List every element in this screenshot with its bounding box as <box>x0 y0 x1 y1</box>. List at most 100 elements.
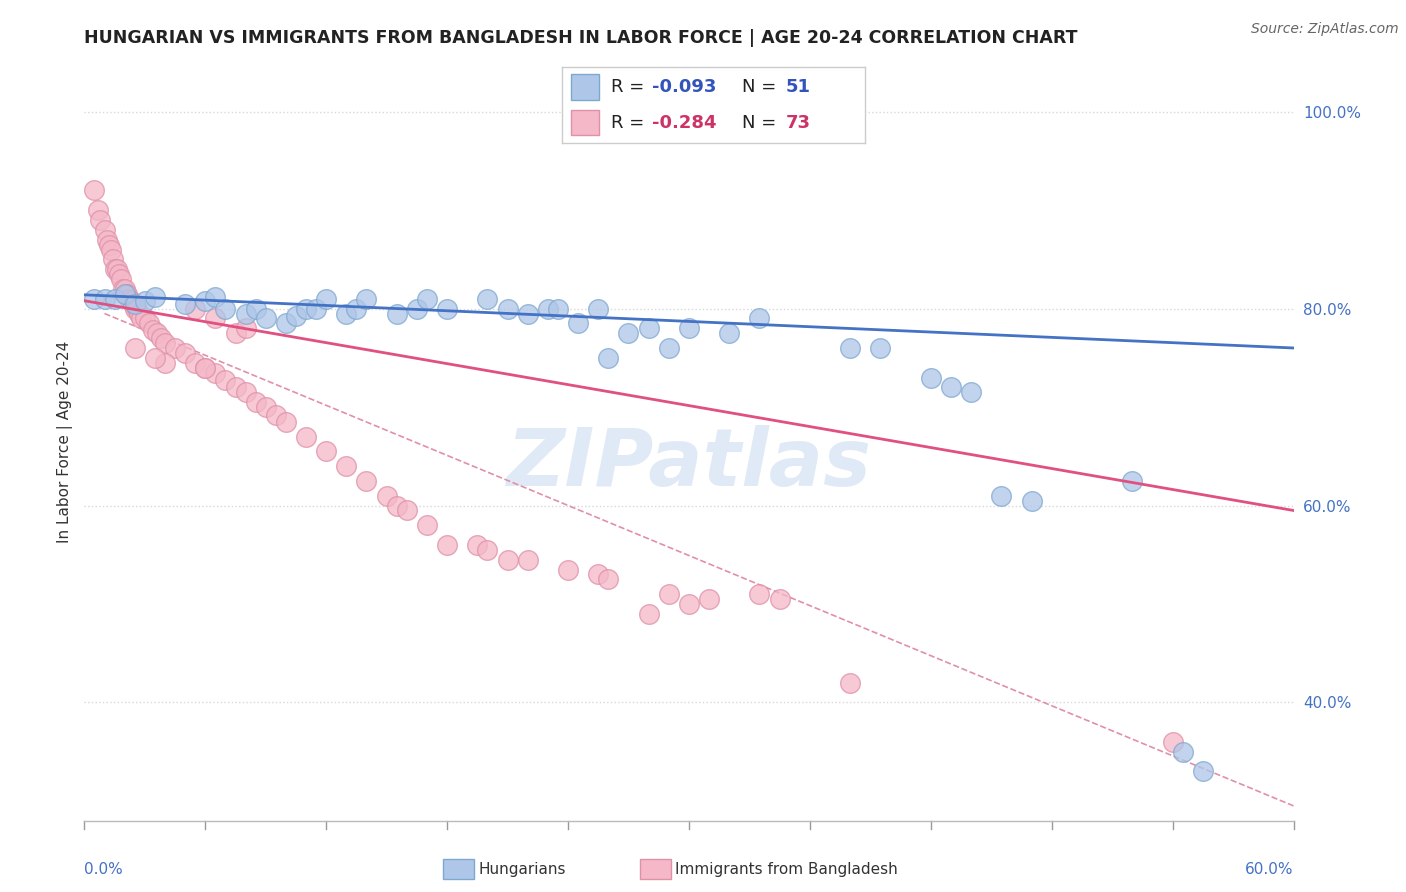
Point <box>839 675 862 690</box>
Point <box>245 301 267 316</box>
Point <box>214 301 236 316</box>
Text: N =: N = <box>742 113 782 132</box>
Text: 0.0%: 0.0% <box>84 862 124 877</box>
Point <box>547 301 569 316</box>
Point <box>153 356 176 370</box>
Point <box>184 301 207 316</box>
Point <box>235 321 257 335</box>
Point <box>416 292 439 306</box>
Text: 51: 51 <box>786 78 811 96</box>
FancyBboxPatch shape <box>571 110 599 136</box>
Point <box>567 317 589 331</box>
Point <box>264 408 287 422</box>
Point <box>214 372 236 386</box>
Point <box>104 262 127 277</box>
Point <box>120 293 142 308</box>
Point <box>124 301 146 316</box>
Point <box>436 538 458 552</box>
Point <box>416 518 439 533</box>
Point <box>516 552 538 566</box>
Text: Hungarians: Hungarians <box>478 863 565 877</box>
Point <box>204 290 226 304</box>
Point <box>194 360 217 375</box>
Point <box>658 341 681 355</box>
Point <box>124 296 146 310</box>
Point <box>598 573 620 587</box>
Point <box>115 286 138 301</box>
Point <box>939 380 962 394</box>
Point <box>138 317 160 331</box>
Point <box>1121 474 1143 488</box>
Text: -0.093: -0.093 <box>651 78 716 96</box>
Text: Source: ZipAtlas.com: Source: ZipAtlas.com <box>1251 22 1399 37</box>
Point <box>105 262 128 277</box>
Point <box>718 326 741 341</box>
Point <box>274 317 297 331</box>
Point <box>748 311 770 326</box>
FancyBboxPatch shape <box>571 75 599 100</box>
Point <box>143 290 166 304</box>
Point <box>436 301 458 316</box>
Point <box>588 301 610 316</box>
Point <box>697 592 720 607</box>
Point <box>477 542 499 557</box>
Point <box>1021 493 1043 508</box>
Point <box>97 237 120 252</box>
Point <box>107 267 129 281</box>
Point <box>114 282 136 296</box>
Text: -0.284: -0.284 <box>651 113 716 132</box>
Point <box>104 292 127 306</box>
Point <box>295 301 318 316</box>
Point <box>285 310 308 324</box>
Point <box>769 592 792 607</box>
Point <box>346 301 368 316</box>
Point <box>315 292 337 306</box>
Point <box>118 292 141 306</box>
Point <box>748 587 770 601</box>
Text: 60.0%: 60.0% <box>1246 862 1294 877</box>
Point <box>114 286 136 301</box>
Point <box>295 429 318 443</box>
Point <box>124 341 146 355</box>
Point <box>194 360 217 375</box>
Point <box>121 296 143 310</box>
Point <box>385 499 408 513</box>
Point <box>129 311 152 326</box>
Point <box>869 341 891 355</box>
Point <box>496 552 519 566</box>
Point <box>225 326 247 341</box>
Point <box>245 395 267 409</box>
Point <box>375 489 398 503</box>
Point <box>143 351 166 365</box>
Point <box>146 326 169 341</box>
Point <box>960 385 983 400</box>
Point <box>165 341 187 355</box>
Point <box>990 489 1012 503</box>
Point <box>598 351 620 365</box>
Point <box>174 346 197 360</box>
Text: N =: N = <box>742 78 782 96</box>
Point <box>125 301 148 316</box>
Point <box>83 292 105 306</box>
Point <box>335 459 357 474</box>
Text: R =: R = <box>610 78 650 96</box>
Point <box>678 597 700 611</box>
Point <box>678 321 700 335</box>
Point <box>920 370 942 384</box>
Point <box>87 203 110 218</box>
Point <box>274 415 297 429</box>
Point <box>496 301 519 316</box>
Point <box>315 444 337 458</box>
Point <box>153 336 176 351</box>
Point <box>467 538 489 552</box>
Point <box>637 607 659 621</box>
Point <box>305 301 328 316</box>
Point <box>637 321 659 335</box>
Point <box>194 293 217 308</box>
Point <box>93 223 115 237</box>
Point <box>235 306 257 320</box>
Point <box>149 331 172 345</box>
Point <box>1192 764 1215 779</box>
Point <box>395 503 418 517</box>
Point <box>100 243 122 257</box>
